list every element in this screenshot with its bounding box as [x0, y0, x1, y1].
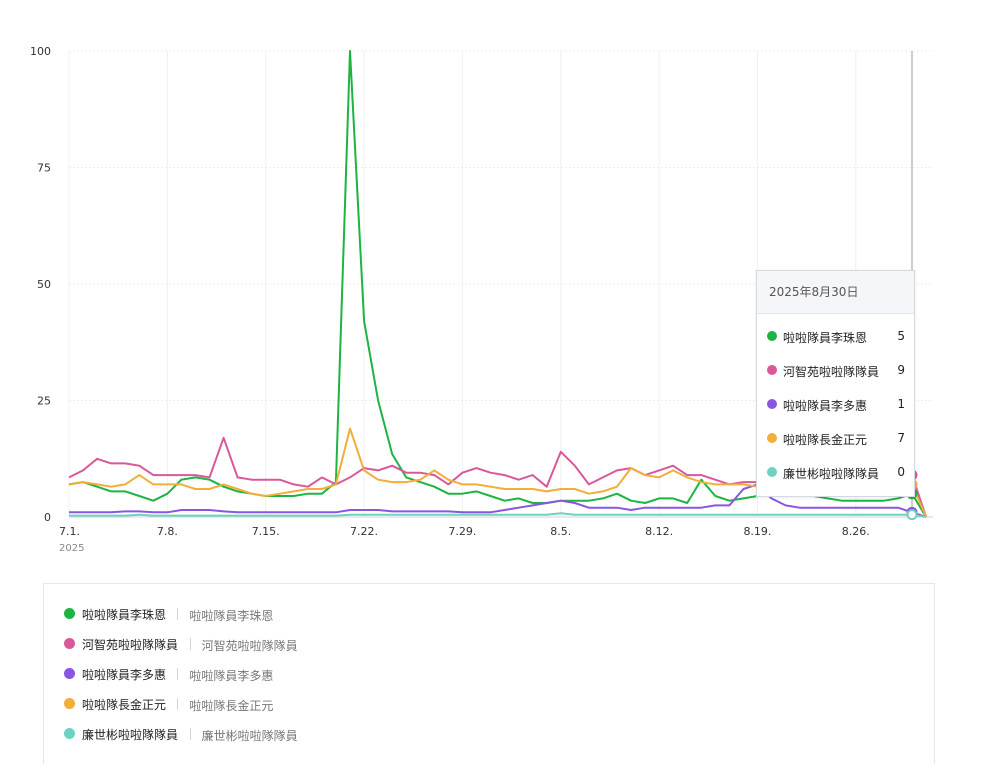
legend-series-name: 河智苑啦啦隊隊員: [82, 638, 179, 652]
x-tick-label: 8.26.: [842, 525, 870, 538]
tooltip-row: 啦啦隊員李珠恩 5: [757, 327, 914, 347]
tooltip-row: 啦啦隊長金正元 7: [757, 429, 914, 449]
legend-series-name: 廉世彬啦啦隊隊員: [82, 728, 179, 742]
y-tick-label: 50: [37, 278, 51, 291]
series-color-dot: [767, 433, 777, 443]
legend-series-alias: 啦啦隊員李珠恩: [189, 609, 274, 623]
legend-color-dot: [64, 608, 75, 619]
legend-item[interactable]: 啦啦隊長金正元 啦啦隊長金正元: [64, 695, 464, 715]
tooltip-series-value: 5: [897, 329, 905, 343]
y-tick-label: 25: [37, 395, 51, 408]
hover-tooltip: 2025年8月30日 啦啦隊員李珠恩 5 河智苑啦啦隊隊員 9 啦啦隊員李多惠 1 啦啦隊長…: [756, 270, 915, 497]
series-color-dot: [767, 365, 777, 375]
x-tick-label: 7.22.: [350, 525, 378, 538]
legend-series-name: 啦啦隊員李多惠: [82, 668, 167, 682]
legend-series-alias: 啦啦隊員李多惠: [189, 669, 274, 683]
tooltip-row: 廉世彬啦啦隊隊員 0: [757, 463, 914, 483]
tooltip-series-name: 廉世彬啦啦隊隊員: [783, 467, 880, 481]
x-tick-label: 8.19.: [743, 525, 771, 538]
tooltip-row: 河智苑啦啦隊隊員 9: [757, 361, 914, 381]
year-label: 2025: [59, 543, 84, 554]
tooltip-row: 啦啦隊員李多惠 1: [757, 395, 914, 415]
legend-separator: [177, 668, 179, 680]
tooltip-series-value: 9: [897, 363, 905, 377]
legend-series-name: 啦啦隊員李珠恩: [82, 608, 167, 622]
x-tick-label: 7.15.: [252, 525, 280, 538]
hover-point-5: [906, 509, 918, 521]
tooltip-series-name: 啦啦隊長金正元: [783, 433, 868, 447]
legend-item[interactable]: 啦啦隊員李多惠 啦啦隊員李多惠: [64, 665, 464, 685]
series-color-dot: [767, 331, 777, 341]
legend-separator: [189, 638, 191, 650]
series-line-5: [69, 512, 927, 518]
tooltip-series-name: 河智苑啦啦隊隊員: [783, 365, 880, 379]
y-tick-label: 0: [44, 511, 51, 524]
tooltip-series-value: 0: [897, 465, 905, 479]
x-tick-label: 7.1.: [59, 525, 80, 538]
series-line-3: [69, 483, 927, 518]
legend-item[interactable]: 河智苑啦啦隊隊員 河智苑啦啦隊隊員: [64, 635, 464, 655]
y-tick-label: 75: [37, 162, 51, 175]
series-color-dot: [767, 399, 777, 409]
legend-series-alias: 廉世彬啦啦隊隊員: [201, 729, 298, 743]
legend-separator: [177, 698, 179, 710]
legend-item[interactable]: 廉世彬啦啦隊隊員 廉世彬啦啦隊隊員: [64, 725, 464, 745]
legend-series-name: 啦啦隊長金正元: [82, 698, 167, 712]
legend-color-dot: [64, 638, 75, 649]
legend-separator: [189, 728, 191, 740]
x-tick-label: 8.5.: [550, 525, 571, 538]
legend-color-dot: [64, 698, 75, 709]
legend-series-alias: 河智苑啦啦隊隊員: [201, 639, 298, 653]
tooltip-series-name: 啦啦隊員李珠恩: [783, 331, 868, 345]
tooltip-series-name: 啦啦隊員李多惠: [783, 399, 868, 413]
legend-separator: [177, 608, 179, 620]
x-tick-label: 8.12.: [645, 525, 673, 538]
x-tick-label: 7.29.: [448, 525, 476, 538]
tooltip-series-value: 1: [897, 397, 905, 411]
y-tick-label: 100: [30, 45, 51, 58]
legend-color-dot: [64, 668, 75, 679]
tooltip-date: 2025年8月30日: [757, 271, 914, 314]
series-color-dot: [767, 467, 777, 477]
legend: 啦啦隊員李珠恩 啦啦隊員李珠恩 河智苑啦啦隊隊員 河智苑啦啦隊隊員 啦啦隊員李多惠 啦啦隊…: [43, 583, 935, 764]
legend-item[interactable]: 啦啦隊員李珠恩 啦啦隊員李珠恩: [64, 605, 464, 625]
legend-series-alias: 啦啦隊長金正元: [189, 699, 274, 713]
legend-color-dot: [64, 728, 75, 739]
tooltip-series-value: 7: [897, 431, 905, 445]
x-tick-label: 7.8.: [157, 525, 178, 538]
